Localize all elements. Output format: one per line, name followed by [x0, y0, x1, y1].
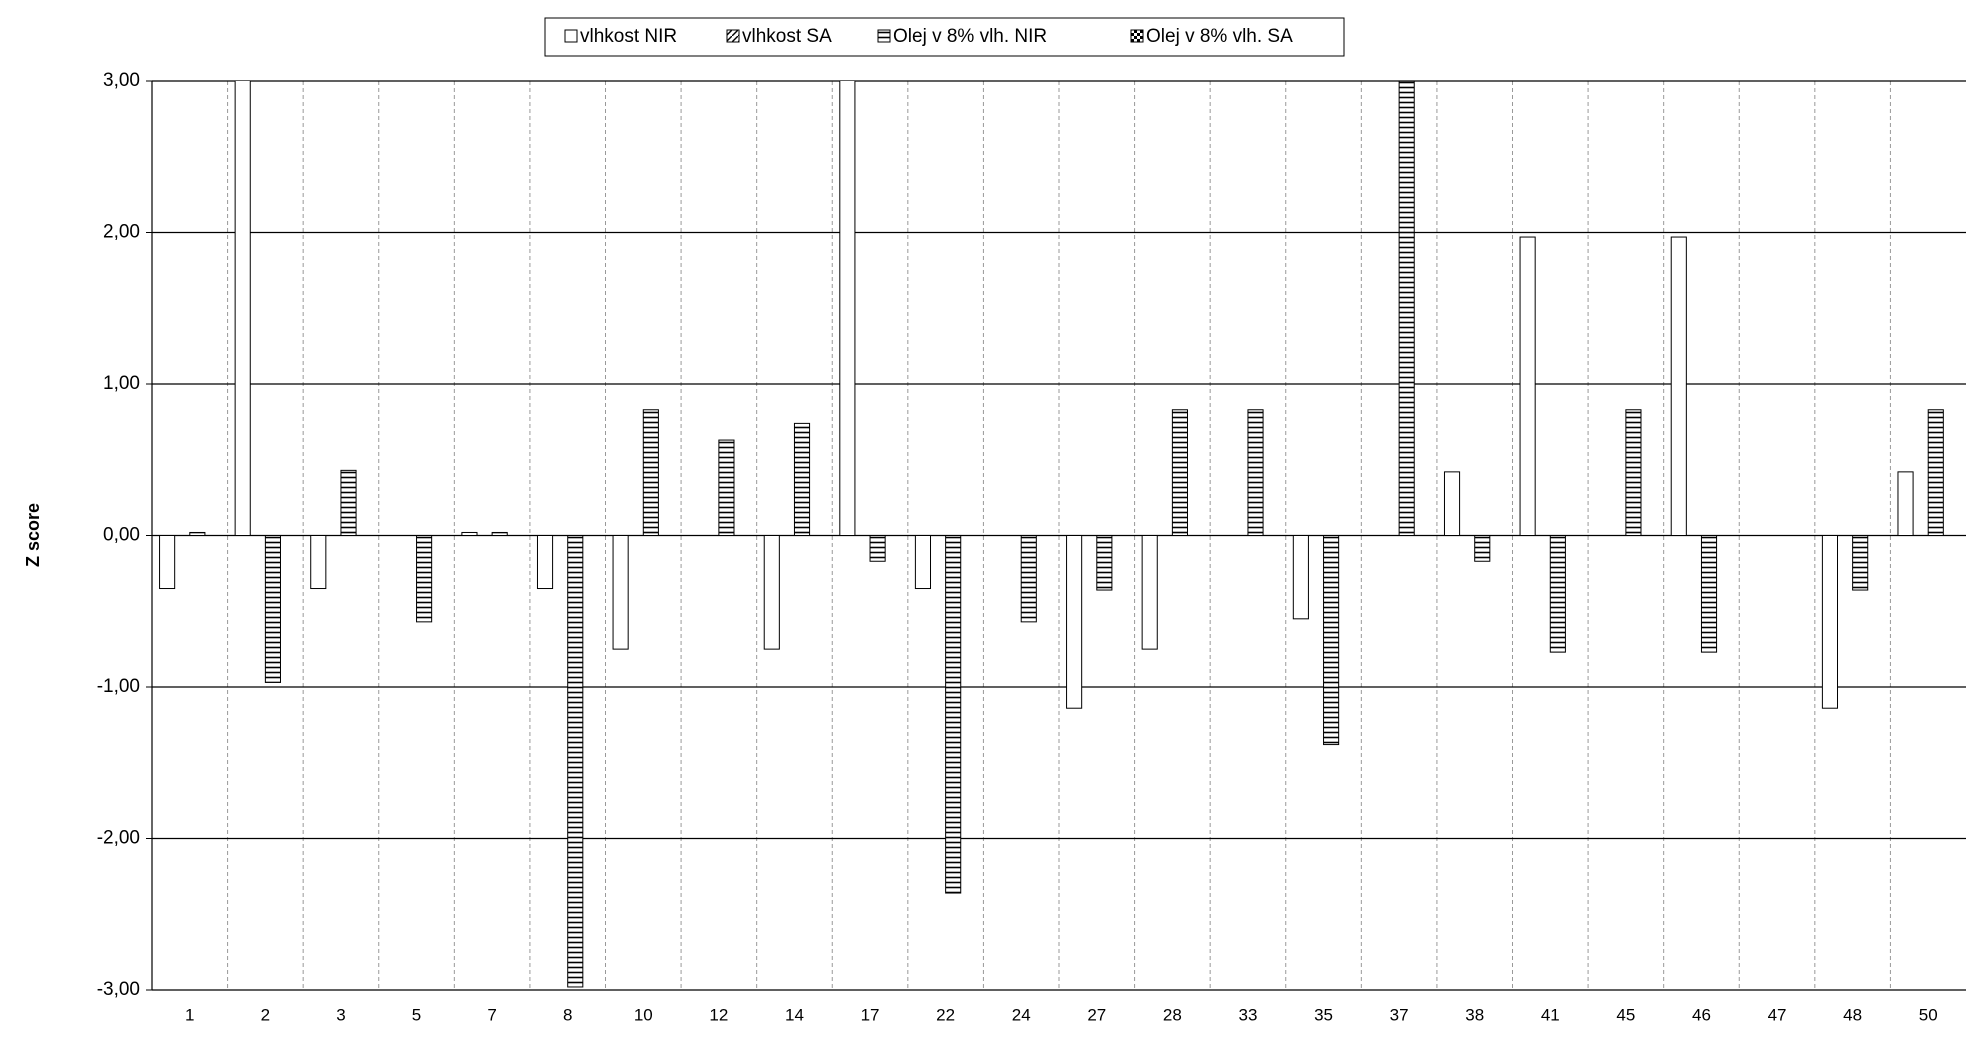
x-tick-label: 28	[1163, 1005, 1182, 1024]
x-tick-label: 7	[487, 1005, 496, 1024]
bar	[642, 409, 659, 537]
legend-label: vlhkost SA	[742, 26, 832, 47]
bar	[1443, 471, 1461, 536]
bar	[1096, 535, 1113, 591]
bar	[1852, 535, 1869, 591]
bar	[1323, 535, 1340, 746]
x-tick-label: 33	[1238, 1005, 1257, 1024]
x-tick-label: 12	[709, 1005, 728, 1024]
y-tick-label: 0,00	[103, 525, 140, 546]
legend: vlhkost NIR vlhkost SA Olej v 8% vlh. NIR O…	[564, 26, 1293, 47]
bar	[567, 535, 584, 988]
x-tick-label: 5	[412, 1005, 421, 1024]
bar	[536, 535, 554, 590]
legend-swatch	[1130, 29, 1144, 43]
bar	[718, 439, 735, 536]
bar	[1020, 535, 1037, 623]
x-tick-label: 48	[1843, 1005, 1862, 1024]
x-tick-label: 50	[1919, 1005, 1938, 1024]
bar	[914, 535, 932, 590]
bar	[1625, 409, 1642, 537]
y-tick-label: 1,00	[103, 373, 140, 394]
x-tick-label: 22	[936, 1005, 955, 1024]
bar	[1927, 409, 1944, 537]
y-tick-label: -1,00	[97, 676, 140, 697]
x-tick-label: 10	[634, 1005, 653, 1024]
x-tick-label: 41	[1541, 1005, 1560, 1024]
y-tick-label: 3,00	[103, 70, 140, 91]
bar	[1141, 535, 1158, 650]
bar	[1821, 535, 1839, 709]
bar	[793, 422, 811, 537]
bar	[1897, 471, 1914, 536]
bar	[1292, 535, 1309, 620]
x-tick-label: 1	[185, 1005, 194, 1024]
y-tick-label: 2,00	[103, 222, 140, 243]
legend-swatch	[564, 29, 578, 43]
x-tick-label: 45	[1616, 1005, 1635, 1024]
x-tick-label: 46	[1692, 1005, 1711, 1024]
x-tick-label: 17	[861, 1005, 880, 1024]
bar	[189, 531, 206, 536]
bar	[1398, 81, 1415, 536]
legend-swatch	[726, 29, 740, 43]
x-tick-label: 8	[563, 1005, 572, 1024]
bar	[1171, 409, 1188, 537]
x-tick-label: 3	[336, 1005, 345, 1024]
x-tick-label: 47	[1768, 1005, 1787, 1024]
x-tick-label: 2	[261, 1005, 270, 1024]
bar	[234, 81, 251, 536]
bar	[1066, 535, 1083, 709]
x-tick-label: 37	[1390, 1005, 1409, 1024]
x-tick-label: 27	[1087, 1005, 1106, 1024]
y-axis-label: Z score	[23, 503, 43, 567]
x-tick-label: 35	[1314, 1005, 1333, 1024]
bar	[839, 81, 856, 536]
bar	[491, 531, 508, 536]
y-tick-label: -3,00	[97, 979, 140, 1000]
bar	[1519, 236, 1536, 536]
x-tick-label: 14	[785, 1005, 804, 1024]
labels: -3,00-2,00-1,000,001,002,003,001 2 3 5 7 8 10 1…	[97, 70, 1938, 1024]
legend-label: Olej v 8% vlh. SA	[1146, 26, 1293, 47]
x-tick-label: 38	[1465, 1005, 1484, 1024]
bar	[763, 535, 780, 650]
legend-box	[544, 17, 1345, 57]
legend-label: vlhkost NIR	[580, 26, 677, 47]
legend-swatch	[877, 29, 891, 43]
bar	[1670, 236, 1687, 536]
bar	[310, 535, 327, 590]
bar	[340, 469, 357, 537]
bar	[461, 531, 478, 536]
bar	[1247, 409, 1264, 537]
bar	[264, 535, 281, 683]
bar	[1549, 535, 1566, 653]
bars	[159, 81, 1944, 988]
bar	[945, 535, 962, 894]
bar	[1700, 535, 1718, 653]
bar	[416, 535, 433, 623]
grid	[146, 80, 1966, 991]
bar	[159, 535, 176, 590]
bar	[1474, 535, 1491, 562]
bar	[869, 535, 886, 562]
bar	[612, 535, 629, 650]
x-tick-label: 24	[1012, 1005, 1031, 1024]
y-tick-label: -2,00	[97, 828, 140, 849]
legend-label: Olej v 8% vlh. NIR	[893, 26, 1047, 47]
